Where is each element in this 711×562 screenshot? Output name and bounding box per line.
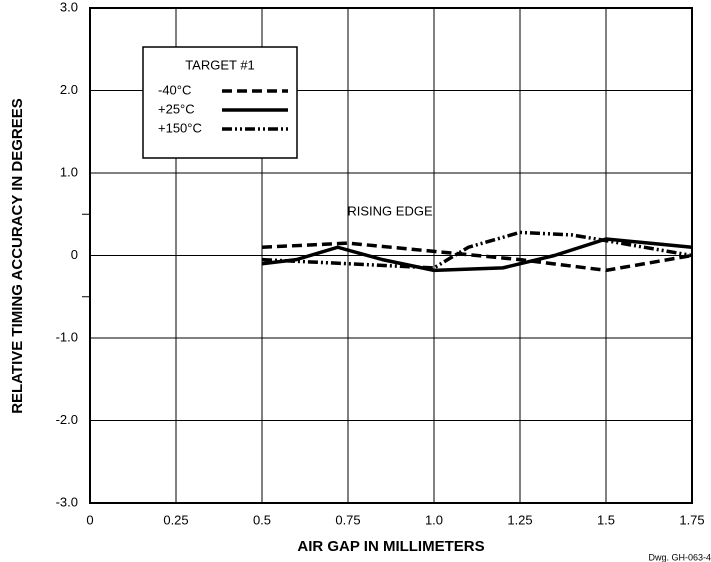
x-tick-label: 0.5 xyxy=(253,512,271,527)
legend-label: +150°C xyxy=(158,120,202,135)
x-tick-label: 0.75 xyxy=(335,512,360,527)
y-tick-label: -2.0 xyxy=(56,412,78,427)
series-line xyxy=(261,230,693,270)
series-line xyxy=(261,241,693,273)
y-tick-label: -3.0 xyxy=(56,494,78,509)
annotation: RISING EDGE xyxy=(347,203,433,218)
y-tick-label: 3.0 xyxy=(60,0,78,14)
x-tick-label: 0.25 xyxy=(163,512,188,527)
x-tick-label: 1.0 xyxy=(425,512,443,527)
legend-title: TARGET #1 xyxy=(185,57,255,72)
series-line xyxy=(261,237,693,273)
legend-label: +25°C xyxy=(158,101,195,116)
legend-box xyxy=(142,46,298,159)
y-tick-label: 2.0 xyxy=(60,82,78,97)
x-axis-label: AIR GAP IN MILLIMETERS xyxy=(297,538,484,555)
y-tick-label: -1.0 xyxy=(56,329,78,344)
y-axis-label: RELATIVE TIMING ACCURACY IN DEGREES xyxy=(9,98,26,414)
legend-label: -40°C xyxy=(158,82,191,97)
x-tick-label: 1.5 xyxy=(597,512,615,527)
y-tick-label: 1.0 xyxy=(60,164,78,179)
drawing-number: Dwg. GH-063-4 xyxy=(648,552,711,562)
x-tick-label: 0 xyxy=(86,512,93,527)
y-tick-label: 0 xyxy=(71,247,78,262)
x-tick-label: 1.25 xyxy=(507,512,532,527)
x-tick-label: 1.75 xyxy=(679,512,704,527)
